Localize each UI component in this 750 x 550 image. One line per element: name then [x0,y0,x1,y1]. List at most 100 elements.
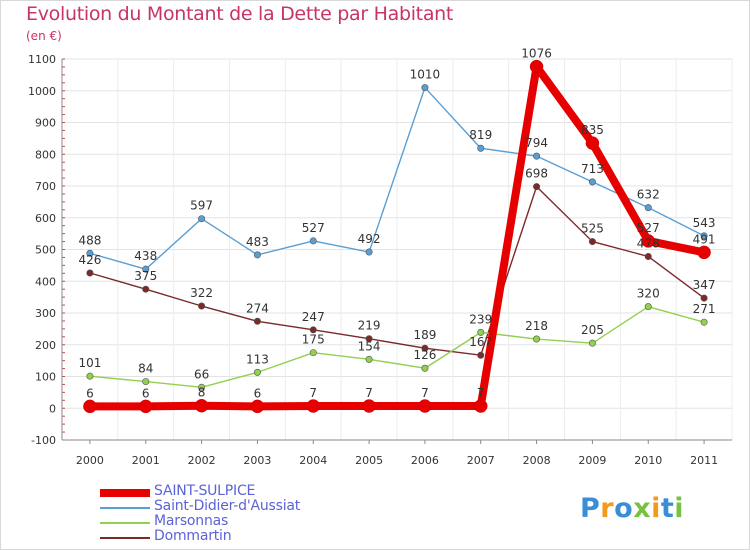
data-label: 478 [637,236,660,250]
series-line-marsonnas [89,305,705,388]
data-label: 492 [358,232,381,246]
x-tick-label: 2009 [578,454,606,467]
series-layer [83,59,711,414]
data-point [142,265,150,273]
data-label: 320 [637,287,660,301]
y-tick-label: 400 [35,275,56,288]
data-point [198,383,206,391]
series-line-saint-sulpice [85,62,709,411]
y-tick-label: 500 [35,244,56,257]
y-tick-label: -100 [31,434,56,447]
data-label: 247 [302,310,325,324]
data-label: 6 [142,386,150,400]
x-tick-label: 2010 [634,454,662,467]
data-point [700,318,708,326]
data-point [421,344,429,352]
data-label: 632 [637,188,660,202]
data-label: 375 [134,269,157,283]
data-label: 491 [693,232,716,246]
data-label: 438 [134,249,157,263]
data-label: 271 [693,302,716,316]
data-point [421,364,429,372]
data-point [533,335,541,343]
data-point [474,399,488,413]
data-label: 698 [525,167,548,181]
x-tick-label: 2008 [523,454,551,467]
y-tick-label: 200 [35,339,56,352]
x-tick-label: 2004 [299,454,327,467]
data-point [362,399,376,413]
legend-swatch [100,489,150,497]
data-label: 7 [365,386,373,400]
y-tick-label: 600 [35,212,56,225]
data-label: 347 [693,278,716,292]
data-point [365,355,373,363]
data-point [86,249,94,257]
data-label: 1076 [521,47,552,61]
data-point [365,248,373,256]
legend-swatch [100,537,150,539]
x-tick-label: 2000 [76,454,104,467]
data-label: 84 [138,362,153,376]
data-label: 101 [78,356,101,370]
data-point [253,368,261,376]
series-line-saint-didier-d-aussiat [89,86,705,270]
data-label: 189 [413,328,436,342]
data-label: 819 [469,128,492,142]
data-point [529,59,544,74]
axes: -100 0 100 200 300 400 500 600 700 800 900 1000 1100… [28,53,732,467]
y-tick-label: 900 [35,117,56,130]
data-point [588,339,596,347]
data-label: 126 [413,348,436,362]
y-tick-label: 300 [35,307,56,320]
legend-swatch [100,507,150,509]
data-label: 154 [358,339,381,353]
data-point [306,399,320,413]
data-point [477,351,485,359]
data-point [86,269,94,277]
data-point [700,232,708,240]
data-label: 597 [190,199,213,213]
x-tick-label: 2001 [132,454,160,467]
y-tick-label: 1100 [28,53,56,66]
data-point [253,251,261,259]
data-label: 794 [525,136,548,150]
data-label: 483 [246,235,269,249]
data-label: 1010 [410,68,441,82]
proxiti-logo: Proxiti [580,493,684,524]
data-point [418,399,432,413]
y-tick-label: 0 [49,402,56,415]
x-tick-label: 2005 [355,454,383,467]
x-tick-label: 2003 [243,454,271,467]
data-label: 525 [581,222,604,236]
x-tick-label: 2006 [411,454,439,467]
data-point [700,294,708,302]
data-label: 205 [581,323,604,337]
data-label: 6 [86,386,94,400]
data-point [421,84,429,92]
data-label: 7 [477,386,485,400]
x-tick-label: 2007 [467,454,495,467]
data-label: 167 [469,335,492,349]
data-point [588,238,596,246]
legend-label: SAINT-SULPICE [154,483,256,499]
data-label: 274 [246,301,269,315]
x-tick-label: 2002 [188,454,216,467]
series-line-dommartin [89,185,705,356]
data-label: 426 [78,253,101,267]
data-label: 322 [190,286,213,300]
data-point [250,399,265,414]
data-label: 7 [421,386,429,400]
data-label: 543 [693,216,716,230]
data-point [139,399,153,414]
data-point [309,349,317,357]
data-point [253,317,261,325]
legend-label: Marsonnas [154,513,229,529]
chart-title: Evolution du Montant de la Dette par Hab… [26,3,454,25]
data-label: 488 [78,233,101,247]
data-point [644,252,652,260]
data-label: 8 [198,386,206,400]
data-label: 713 [581,162,604,176]
